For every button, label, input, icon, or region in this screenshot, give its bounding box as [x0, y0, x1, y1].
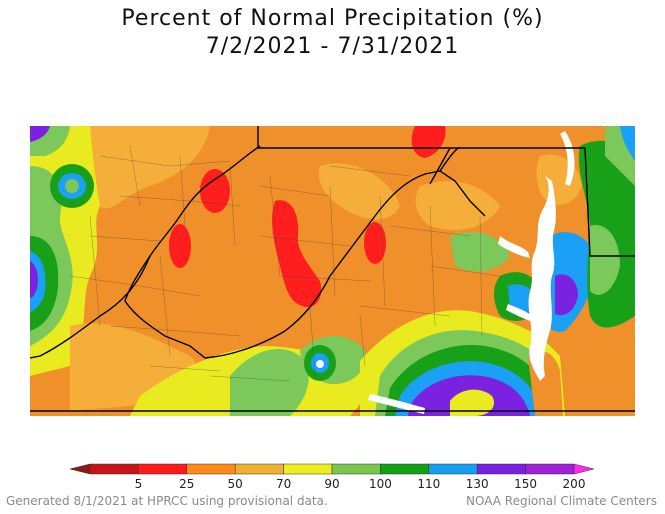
- legend-swatch: [138, 463, 188, 475]
- north-light-orange: [90, 126, 210, 209]
- nw-center: [65, 179, 79, 193]
- bay-purple-spot: [555, 274, 578, 316]
- south-white-spot: [316, 360, 324, 368]
- legend-tick-label: 70: [276, 477, 291, 490]
- legend-tick-label: 130: [466, 477, 489, 490]
- ne-blue: [620, 126, 635, 161]
- legend-bar: [69, 463, 595, 475]
- chesapeake-bay: [528, 176, 556, 381]
- legend-swatch: [234, 463, 284, 475]
- rappahannock-river: [506, 304, 532, 321]
- generated-note: Generated 8/1/2021 at HPRCC using provis…: [6, 494, 328, 508]
- east-lightgreen: [450, 232, 510, 272]
- legend-swatch: [89, 463, 139, 475]
- legend-swatch: [283, 463, 333, 475]
- legend-swatch: [428, 463, 478, 475]
- legend-tick-label: 200: [563, 477, 586, 490]
- precipitation-map: [30, 126, 635, 416]
- date-range-subtitle: 7/2/2021 - 7/31/2021: [205, 34, 460, 59]
- legend-swatch: [525, 463, 575, 475]
- ky-border: [30, 255, 151, 359]
- state-borders: [30, 126, 635, 412]
- legend-tick-label: 50: [228, 477, 243, 490]
- map-title: Percent of Normal Precipitation (%): [121, 6, 544, 31]
- legend-swatch: [186, 463, 236, 475]
- pa-border: [257, 126, 585, 149]
- central-light-orange: [318, 163, 400, 220]
- west-purple-spot: [30, 261, 38, 298]
- md-wv-border: [439, 147, 461, 172]
- wv-va-border: [204, 170, 486, 359]
- albemarle-sound: [368, 394, 425, 414]
- credit-note: NOAA Regional Climate Centers: [466, 494, 657, 508]
- legend-swatch: [476, 463, 526, 475]
- red-hotspot-4: [364, 222, 386, 264]
- delaware-bay: [560, 131, 575, 186]
- legend-arrow-low: [69, 463, 91, 475]
- legend-tick-label: 100: [369, 477, 392, 490]
- delmarva-border: [584, 147, 635, 257]
- legend-tick-label: 110: [417, 477, 440, 490]
- nw-corner-purple: [30, 126, 50, 142]
- east-light-orange: [415, 181, 500, 230]
- county-lines: [69, 145, 501, 382]
- legend-tick-label: 5: [135, 477, 143, 490]
- panhandle-border: [429, 147, 451, 185]
- red-hotspot-1: [200, 169, 230, 213]
- potomac-river: [498, 236, 530, 258]
- red-hotspot-5: [411, 126, 446, 158]
- legend-tick-label: 25: [179, 477, 194, 490]
- red-hotspot-2: [169, 224, 191, 268]
- color-legend: 525507090100110130150200300: [69, 463, 595, 490]
- red-hotspot-3: [272, 200, 322, 308]
- delmarva-lightgreen: [590, 225, 620, 295]
- legend-tick-labels: 525507090100110130150200300: [135, 477, 586, 490]
- south-lightgreen-1: [230, 348, 309, 416]
- wv-west-border: [124, 145, 261, 359]
- legend-swatch: [380, 463, 430, 475]
- southeast-yellow-spot: [450, 389, 495, 416]
- legend-swatch: [331, 463, 381, 475]
- legend-tick-label: 90: [324, 477, 339, 490]
- legend-tick-label: 150: [514, 477, 537, 490]
- legend-arrow-high: [573, 463, 595, 475]
